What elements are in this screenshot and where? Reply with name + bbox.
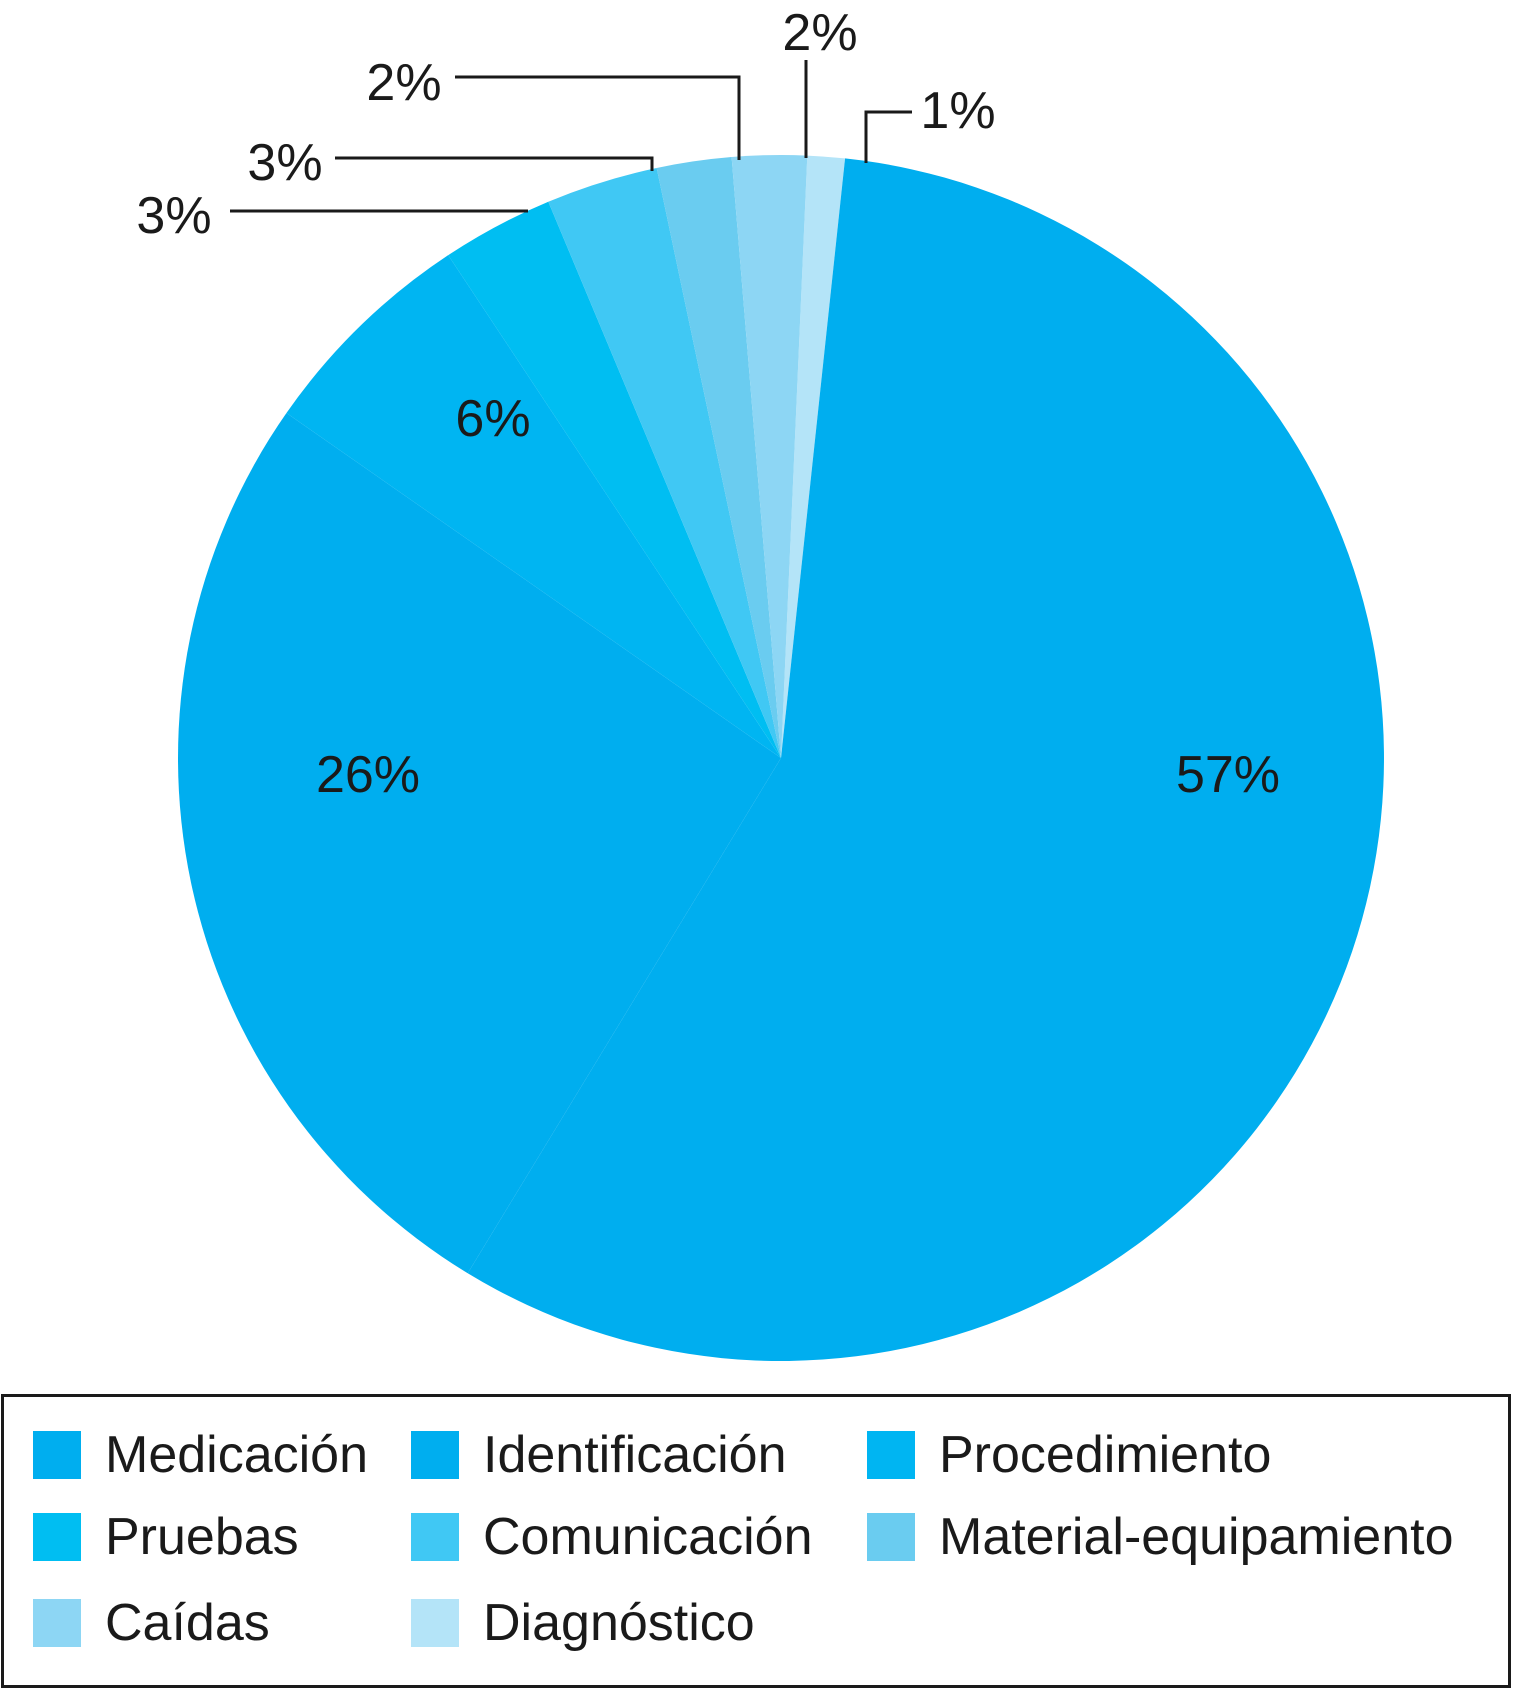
legend-swatch — [33, 1431, 81, 1479]
legend-label: Identificación — [483, 1426, 787, 1484]
legend-label: Diagnóstico — [483, 1594, 755, 1652]
pie-slice-procedimiento — [286, 255, 781, 759]
legend-swatch — [33, 1513, 81, 1561]
data-label-medicacion: 57% — [1176, 746, 1280, 804]
legend-swatch — [411, 1599, 459, 1647]
legend-label: Pruebas — [105, 1508, 299, 1566]
pie-slice-diagnostico — [781, 155, 846, 758]
legend-swatch — [867, 1431, 915, 1479]
pie-chart: 57% 26% 6% 3% 3% 2% 2% 1% — [136, 4, 1384, 1361]
legend-swatch — [411, 1431, 459, 1479]
data-label-pruebas: 3% — [136, 187, 211, 245]
data-label-comunicacion: 3% — [247, 134, 322, 192]
legend-item-comunicacion: Comunicación — [411, 1508, 813, 1566]
pie-slices — [178, 154, 1384, 1361]
legend-item-identificacion: Identificación — [411, 1426, 787, 1484]
leader-line-diagnostico — [864, 110, 912, 163]
pie-slice-pruebas — [448, 201, 781, 758]
data-label-diagnostico: 1% — [920, 82, 995, 140]
legend-item-pruebas: Pruebas — [33, 1508, 299, 1566]
legend-item-caidas: Caídas — [33, 1594, 270, 1652]
slice-labels: 57% 26% 6% 3% 3% 2% 2% 1% — [136, 4, 1280, 804]
pie-slice-caidas — [731, 154, 808, 759]
legend-item-material-equipamiento: Material-equipamiento — [867, 1508, 1454, 1566]
pie-slice-material-equipamiento — [656, 157, 781, 758]
data-label-identificacion: 26% — [316, 746, 420, 804]
legend-label: Procedimiento — [939, 1426, 1272, 1484]
legend: Medicación Identificación Procedimiento … — [1, 1394, 1511, 1688]
legend-swatch — [411, 1513, 459, 1561]
legend-swatch — [867, 1513, 915, 1561]
legend-label: Comunicación — [483, 1508, 813, 1566]
leader-line-material — [455, 75, 741, 160]
data-label-procedimiento: 6% — [455, 390, 530, 448]
pie-slice-medicacion — [467, 158, 1384, 1361]
pie-slice-comunicacion — [548, 167, 781, 758]
legend-item-medicacion: Medicación — [33, 1426, 369, 1484]
legend-label: Material-equipamiento — [939, 1508, 1454, 1566]
data-label-material: 2% — [366, 54, 441, 112]
leader-lines — [230, 60, 912, 213]
legend-label: Medicación — [105, 1426, 369, 1484]
data-label-caidas: 2% — [782, 4, 857, 62]
leader-line-comunicacion — [335, 156, 654, 171]
pie-slice-identificacion — [178, 413, 781, 1274]
legend-item-diagnostico: Diagnóstico — [411, 1594, 755, 1652]
legend-label: Caídas — [105, 1594, 270, 1652]
legend-swatch — [33, 1599, 81, 1647]
legend-item-procedimiento: Procedimiento — [867, 1426, 1272, 1484]
